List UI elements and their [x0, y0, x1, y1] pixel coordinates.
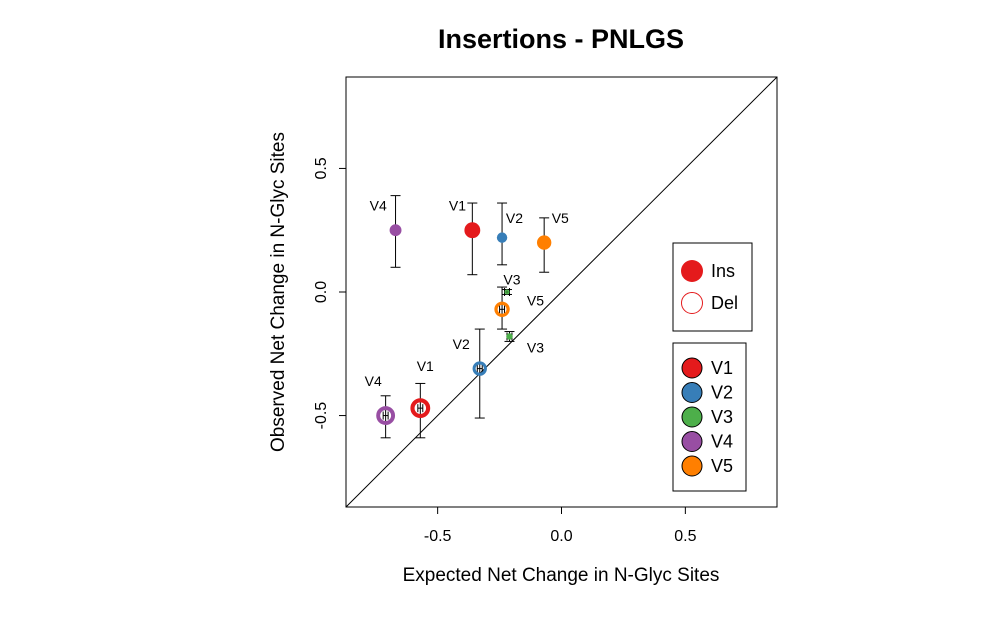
legend-swatch-v2: [681, 382, 703, 403]
point-label: V5: [552, 210, 569, 226]
legend-type-box: [672, 242, 753, 332]
legend-label-v1: V1: [711, 358, 733, 378]
y-tick-label: 0.0: [313, 281, 330, 303]
x-axis: -0.5 0.0 0.5: [424, 506, 697, 545]
legend-label-v4: V4: [711, 432, 733, 452]
x-tick-label: 0.5: [674, 528, 696, 545]
legend-marker-open: [681, 292, 703, 314]
point-label: V5: [527, 293, 544, 309]
legend-swatch-v1: [681, 357, 703, 379]
del-point-v3: [504, 289, 510, 295]
del-point-v5: [494, 301, 510, 317]
data-points: [376, 222, 552, 425]
point-label: V4: [365, 373, 382, 389]
legend-label: Del: [711, 293, 738, 313]
legend-swatch-v3: [681, 406, 703, 428]
point-label: V4: [370, 198, 387, 214]
legend-label: Ins: [711, 261, 735, 281]
point-label: V1: [449, 198, 466, 214]
del-point-v4: [376, 406, 396, 425]
reference-line-group: [345, 76, 778, 508]
legend-swatch-v4: [681, 431, 703, 452]
error-bar-del-v5: [497, 286, 508, 330]
ins-point-v1: [464, 222, 481, 239]
ins-point-v5: [536, 235, 552, 250]
legend-region: V1 V2 V3 V4 V5: [672, 342, 747, 492]
ins-point-v3: [506, 333, 513, 340]
point-labels: V1 V2 V5 V4 V3 V5 V3 V2 V1 V4: [365, 198, 569, 389]
ins-point-v4: [389, 224, 402, 237]
x-tick-label: 0.0: [550, 528, 572, 545]
del-point-v1: [410, 398, 431, 419]
y-tick-label: -0.5: [313, 402, 330, 430]
legend-label-v2: V2: [711, 383, 733, 403]
legend-type: Ins Del: [672, 242, 753, 332]
point-label: V3: [527, 340, 544, 356]
y-tick-label: 0.5: [313, 157, 330, 179]
x-tick-label: -0.5: [424, 528, 452, 545]
error-bar-del-v1: [415, 382, 426, 439]
identity-line: [345, 76, 778, 508]
point-label: V3: [503, 272, 520, 288]
legend-label-v3: V3: [711, 407, 733, 427]
point-label: V2: [453, 336, 470, 352]
error-bar-del-v4: [380, 395, 391, 439]
legend-label-v5: V5: [711, 456, 733, 476]
y-axis: -0.5 0.0 0.5: [313, 157, 347, 430]
point-label: V2: [506, 210, 523, 226]
y-axis-label: Observed Net Change in N-Glyc Sites: [268, 132, 289, 452]
point-label: V1: [417, 358, 434, 374]
x-axis-label: Expected Net Change in N-Glyc Sites: [403, 565, 720, 586]
ins-point-v2: [496, 232, 508, 243]
del-point-v2: [472, 361, 487, 376]
error-bar-ins-v1: [467, 202, 478, 276]
legend-marker-filled: [681, 260, 703, 282]
legend-swatch-v5: [681, 455, 703, 477]
chart-title: Insertions - PNLGS: [438, 24, 684, 54]
